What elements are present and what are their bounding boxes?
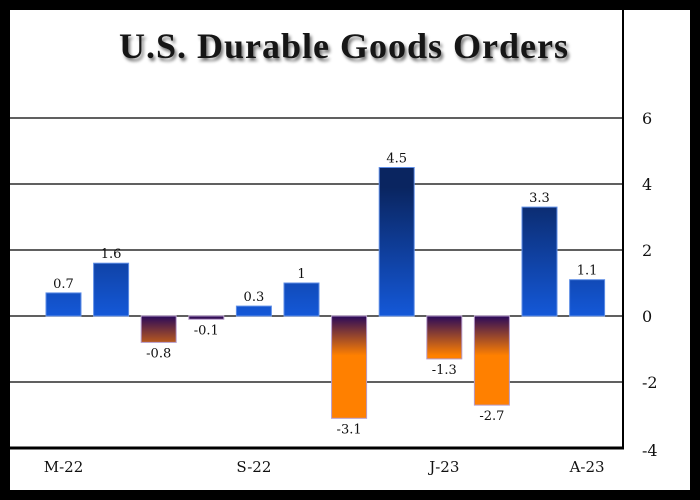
data-label: -3.1 bbox=[337, 422, 362, 437]
bar bbox=[331, 315, 368, 419]
x-tick-label: A-23 bbox=[569, 458, 605, 476]
x-tick-label: M-22 bbox=[44, 458, 84, 476]
y-tick-label: -2 bbox=[642, 373, 658, 392]
bar bbox=[283, 282, 320, 317]
bar bbox=[569, 279, 606, 317]
y-tick-label: -4 bbox=[642, 441, 658, 460]
data-label: 0.3 bbox=[244, 290, 265, 305]
data-label: -1.3 bbox=[432, 363, 457, 378]
bar bbox=[521, 206, 558, 317]
y-tick-label: 4 bbox=[642, 175, 652, 194]
data-label: 1 bbox=[297, 267, 305, 282]
chart-title: U.S. Durable Goods Orders bbox=[119, 26, 569, 66]
chart-frame: U.S. Durable Goods Orders 0.7 1.6 -0.8 -0.1… bbox=[10, 10, 690, 490]
x-tick-label: S-22 bbox=[236, 458, 271, 476]
data-label: -0.8 bbox=[146, 346, 171, 361]
bar bbox=[473, 315, 510, 406]
bar bbox=[426, 315, 463, 360]
data-label: 1.1 bbox=[577, 264, 598, 279]
data-label: -0.1 bbox=[194, 323, 219, 338]
data-label: 1.6 bbox=[101, 247, 122, 262]
bar bbox=[188, 315, 225, 320]
bar bbox=[93, 262, 130, 317]
y-axis-ticks: 6 4 2 0 -2 -4 bbox=[642, 109, 658, 460]
bars bbox=[45, 167, 606, 419]
bar bbox=[45, 292, 82, 317]
x-tick-label: J-23 bbox=[427, 458, 459, 476]
data-label: 3.3 bbox=[529, 191, 550, 206]
x-axis-ticks: M-22 S-22 J-23 A-23 bbox=[44, 458, 605, 476]
bar bbox=[378, 167, 415, 317]
y-tick-label: 2 bbox=[642, 241, 652, 260]
data-label: 4.5 bbox=[386, 152, 407, 167]
bar-chart: U.S. Durable Goods Orders 0.7 1.6 -0.8 -0.1… bbox=[10, 10, 658, 476]
y-tick-label: 6 bbox=[642, 109, 652, 128]
data-label: -2.7 bbox=[479, 409, 504, 424]
data-label: 0.7 bbox=[53, 277, 74, 292]
bar bbox=[235, 305, 272, 317]
bar bbox=[140, 315, 177, 343]
y-tick-label: 0 bbox=[642, 307, 652, 326]
data-labels: 0.7 1.6 -0.8 -0.1 0.3 1 -3.1 4.5 -1.3 -2.7 3.3 1.1 bbox=[53, 152, 597, 438]
